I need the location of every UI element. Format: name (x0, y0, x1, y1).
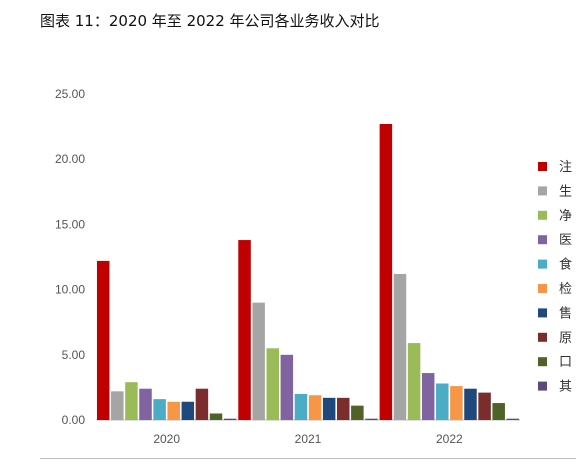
bar-2020-生 (111, 391, 124, 420)
legend-swatch (538, 259, 547, 269)
bar-2021-食 (294, 393, 308, 420)
bar-2022-净 (407, 343, 421, 420)
legend-label: 检 (559, 282, 572, 297)
legend-swatch (538, 186, 547, 196)
bar-2022-原 (478, 392, 491, 420)
y-tick-label: 20.00 (55, 152, 85, 166)
bar-2020-其 (223, 418, 237, 420)
y-tick-label: 10.00 (55, 283, 85, 297)
bar-2020-注 (96, 260, 110, 420)
bar-2020-医 (139, 388, 152, 420)
legend-label: 原 (559, 331, 572, 346)
bar-2022-食 (436, 383, 449, 420)
legend-label: 售 (559, 305, 572, 321)
legend-label: 注 (559, 160, 572, 175)
bottom-divider (40, 458, 576, 459)
legend-label: 生 (559, 184, 572, 199)
bar-2022-口 (492, 403, 505, 420)
bar-2021-其 (365, 418, 378, 420)
bar-2022-生 (393, 273, 407, 420)
y-axis: 0.00 5.00 10.00 15.00 20.00 25.00 (55, 87, 85, 427)
bar-2021-医 (280, 354, 294, 420)
legend-swatch (538, 381, 547, 391)
x-tick-label: 2020 (153, 432, 180, 446)
bar-2022-其 (506, 418, 520, 420)
y-tick-label: 0.00 (62, 413, 86, 427)
bar-2020-口 (209, 413, 223, 420)
legend-label: 口 (559, 355, 572, 370)
legend-label: 医 (559, 233, 572, 248)
bar-2021-原 (337, 397, 350, 420)
bar-2020-检 (167, 401, 180, 420)
bar-2020-原 (195, 388, 209, 420)
bar-2022-检 (450, 386, 463, 420)
legend-swatch (538, 357, 547, 367)
legend-label: 食 (559, 257, 572, 273)
x-tick-label: 2021 (295, 432, 322, 446)
bar-2021-生 (252, 302, 265, 420)
bar-2020-食 (153, 399, 166, 420)
legend-swatch (538, 284, 547, 293)
legend-label: 净 (559, 209, 572, 224)
x-tick-label: 2022 (436, 432, 463, 446)
bars (96, 123, 520, 420)
figure-title: 图表 11：2020 年至 2022 年公司各业务收入对比 (40, 12, 380, 30)
bar-2021-注 (238, 240, 251, 420)
bar-2022-医 (421, 373, 435, 420)
legend-swatch (538, 308, 547, 318)
bar-2021-售 (322, 397, 336, 420)
legend-swatch (538, 162, 547, 171)
bar-2021-口 (351, 405, 364, 420)
y-tick-label: 5.00 (62, 348, 86, 362)
bar-2021-净 (266, 348, 279, 420)
legend-swatch (538, 235, 547, 245)
legend-label: 其 (559, 380, 572, 395)
legend-swatch (538, 210, 547, 220)
bar-2021-检 (308, 395, 322, 420)
x-axis: 2020 2021 2022 (153, 432, 463, 446)
y-tick-label: 25.00 (55, 87, 85, 101)
bar-2020-净 (125, 382, 138, 420)
legend-swatch (538, 332, 547, 342)
y-tick-label: 15.00 (55, 217, 85, 231)
bar-2022-售 (464, 388, 477, 420)
bar-2020-售 (181, 401, 195, 420)
bar-2022-注 (379, 123, 393, 420)
